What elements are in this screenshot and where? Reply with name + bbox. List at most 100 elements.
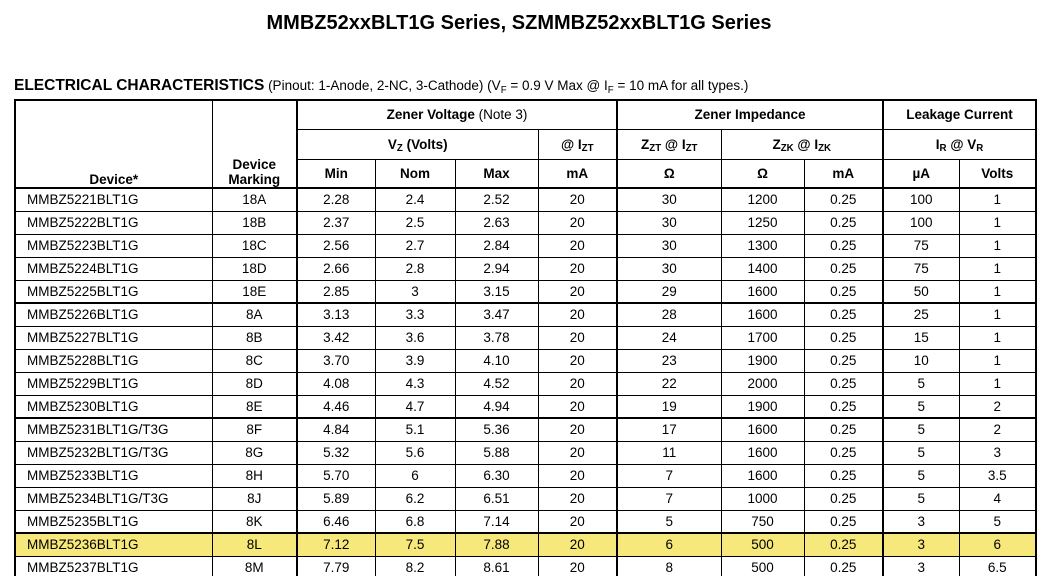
value-cell: 6.5 [958, 555, 1037, 576]
value-cell: 5 [616, 509, 722, 534]
table-row: MMBZ5234BLT1G/T3G 8J 5.89 6.2 6.51 20 7 1000 0.2… [14, 486, 1037, 511]
value-cell: 1300 [720, 233, 805, 258]
value-cell: 0.25 [803, 325, 884, 350]
value-cell: 5 [882, 417, 960, 442]
value-cell: 5 [958, 509, 1037, 534]
value-cell: 0.25 [803, 256, 884, 281]
value-cell: 3.15 [454, 279, 539, 304]
value-cell: 20 [537, 371, 618, 396]
device-cell: MMBZ5226BLT1G [14, 302, 213, 327]
subheader-vz-volts: VZ (Volts) [296, 128, 539, 160]
device-cell: MMBZ5228BLT1G [14, 348, 213, 373]
value-cell: 5.89 [296, 486, 376, 511]
value-cell: 1600 [720, 302, 805, 327]
value-cell: 8 [616, 555, 722, 576]
value-cell: 100 [882, 187, 960, 212]
value-cell: 1 [958, 233, 1037, 258]
value-cell: 7.12 [296, 532, 376, 557]
value-cell: 30 [616, 256, 722, 281]
value-cell: 2.63 [454, 210, 539, 235]
unit-header-ua: µA [882, 158, 960, 189]
value-cell: 500 [720, 555, 805, 576]
table-row: MMBZ5233BLT1G 8H 5.70 6 6.30 20 7 1600 0.25 5 3.5 [14, 463, 1037, 488]
value-cell: 20 [537, 417, 618, 442]
value-cell: 500 [720, 532, 805, 557]
value-cell: 1900 [720, 348, 805, 373]
value-cell: 5 [882, 486, 960, 511]
value-cell: 8C [211, 348, 298, 373]
value-cell: 3 [958, 440, 1037, 465]
value-cell: 18E [211, 279, 298, 304]
value-cell: 17 [616, 417, 722, 442]
value-cell: 6.51 [454, 486, 539, 511]
table-body: MMBZ5221BLT1G 18A 2.28 2.4 2.52 20 30 1200 0.25 1… [14, 187, 1037, 576]
value-cell: 5.36 [454, 417, 539, 442]
value-cell: 8.2 [374, 555, 456, 576]
value-cell: 28 [616, 302, 722, 327]
value-cell: 2.7 [374, 233, 456, 258]
value-cell: 1 [958, 279, 1037, 304]
value-cell: 5.88 [454, 440, 539, 465]
col-header-device-marking: Device Marking [211, 99, 298, 189]
table-row: MMBZ5223BLT1G 18C 2.56 2.7 2.84 20 30 1300 0.25 7… [14, 233, 1037, 258]
value-cell: 5 [882, 371, 960, 396]
value-cell: 8B [211, 325, 298, 350]
value-cell: 3 [882, 532, 960, 557]
value-cell: 4.10 [454, 348, 539, 373]
device-cell: MMBZ5236BLT1G [14, 532, 213, 557]
value-cell: 1 [958, 371, 1037, 396]
value-cell: 4.94 [454, 394, 539, 419]
value-cell: 2 [958, 417, 1037, 442]
value-cell: 18B [211, 210, 298, 235]
subheader-zzt-at-izt: ZZT @ IZT [616, 128, 722, 160]
value-cell: 8K [211, 509, 298, 534]
value-cell: 8D [211, 371, 298, 396]
value-cell: 5.32 [296, 440, 376, 465]
unit-header-ma-izt: mA [537, 158, 618, 189]
value-cell: 23 [616, 348, 722, 373]
section-heading-line: ELECTRICAL CHARACTERISTICS (Pinout: 1-An… [14, 77, 1038, 95]
value-cell: 8J [211, 486, 298, 511]
electrical-characteristics-table: Device* Device Marking Zener Voltage (No… [14, 99, 1038, 576]
value-cell: 6.46 [296, 509, 376, 534]
value-cell: 10 [882, 348, 960, 373]
table-row: MMBZ5226BLT1G 8A 3.13 3.3 3.47 20 28 1600 0.25 25… [14, 302, 1037, 327]
value-cell: 0.25 [803, 509, 884, 534]
device-cell: MMBZ5221BLT1G [14, 187, 213, 212]
value-cell: 1 [958, 348, 1037, 373]
value-cell: 18A [211, 187, 298, 212]
device-cell: MMBZ5232BLT1G/T3G [14, 440, 213, 465]
value-cell: 1 [958, 187, 1037, 212]
value-cell: 7.88 [454, 532, 539, 557]
value-cell: 0.25 [803, 440, 884, 465]
value-cell: 0.25 [803, 187, 884, 212]
value-cell: 0.25 [803, 371, 884, 396]
table-row: MMBZ5237BLT1G 8M 7.79 8.2 8.61 20 8 500 0.25 3 6.5 [14, 555, 1037, 576]
value-cell: 0.25 [803, 210, 884, 235]
table-row: MMBZ5225BLT1G 18E 2.85 3 3.15 20 29 1600 0.25 50 1 [14, 279, 1037, 304]
value-cell: 0.25 [803, 463, 884, 488]
value-cell: 3 [882, 509, 960, 534]
table-row: MMBZ5221BLT1G 18A 2.28 2.4 2.52 20 30 1200 0.25 1… [14, 187, 1037, 212]
value-cell: 0.25 [803, 279, 884, 304]
device-cell: MMBZ5224BLT1G [14, 256, 213, 281]
value-cell: 20 [537, 509, 618, 534]
group-header-leakage-current: Leakage Current [882, 99, 1037, 130]
value-cell: 30 [616, 210, 722, 235]
value-cell: 5 [882, 463, 960, 488]
unit-header-nom: Nom [374, 158, 456, 189]
value-cell: 2.37 [296, 210, 376, 235]
value-cell: 7 [616, 486, 722, 511]
value-cell: 20 [537, 302, 618, 327]
unit-header-ohm-zzt: Ω [616, 158, 722, 189]
value-cell: 0.25 [803, 417, 884, 442]
device-cell: MMBZ5237BLT1G [14, 555, 213, 576]
value-cell: 30 [616, 187, 722, 212]
device-cell: MMBZ5234BLT1G/T3G [14, 486, 213, 511]
value-cell: 29 [616, 279, 722, 304]
value-cell: 1200 [720, 187, 805, 212]
value-cell: 8F [211, 417, 298, 442]
value-cell: 22 [616, 371, 722, 396]
value-cell: 4.7 [374, 394, 456, 419]
value-cell: 1900 [720, 394, 805, 419]
